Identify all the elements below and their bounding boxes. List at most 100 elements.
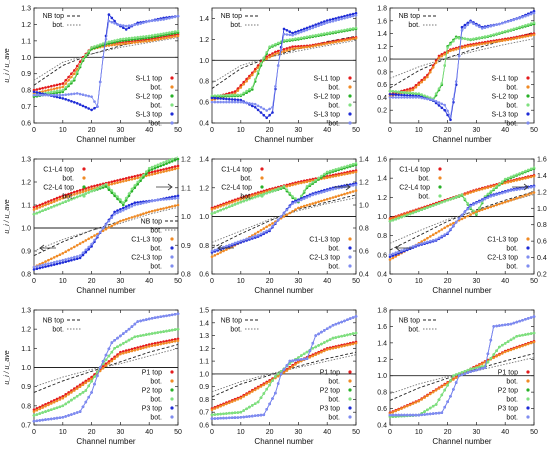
data-point — [391, 254, 395, 257]
data-point — [147, 317, 151, 321]
data-point — [276, 41, 280, 45]
data-point — [524, 24, 527, 27]
data-point — [414, 210, 418, 214]
x-tick-label: 20 — [266, 127, 274, 134]
data-point — [78, 103, 82, 106]
data-point — [340, 39, 343, 43]
data-point — [294, 45, 297, 48]
legend-swatch — [260, 176, 264, 180]
right-arrow-icon — [512, 183, 529, 191]
data-point — [236, 98, 240, 102]
data-point — [331, 175, 335, 178]
data-point — [311, 202, 315, 205]
data-point — [32, 419, 36, 423]
data-point — [176, 312, 180, 316]
data-point — [469, 44, 472, 48]
data-point — [116, 43, 119, 46]
data-point — [391, 252, 395, 256]
data-point — [325, 197, 329, 201]
data-point — [127, 41, 131, 45]
data-point — [437, 87, 441, 90]
data-point — [52, 256, 56, 259]
data-point — [348, 27, 352, 31]
legend-label: NB top — [141, 219, 163, 226]
data-point — [414, 85, 418, 89]
data-point — [469, 213, 472, 216]
data-point — [351, 316, 355, 319]
data-point — [268, 383, 271, 387]
data-point — [446, 109, 449, 113]
data-point — [47, 200, 50, 203]
data-point — [142, 212, 145, 215]
data-point — [213, 207, 217, 210]
data-point — [489, 34, 493, 37]
data-point — [52, 407, 56, 411]
legend-swatch — [82, 185, 86, 189]
data-point — [331, 196, 335, 199]
legend-swatch — [526, 112, 530, 116]
data-point — [110, 216, 114, 219]
data-point — [159, 32, 162, 36]
data-point — [73, 69, 76, 72]
data-point — [305, 35, 309, 39]
data-point — [239, 84, 243, 87]
data-point — [328, 41, 332, 45]
data-point — [472, 369, 475, 373]
data-point — [483, 42, 487, 45]
data-point — [147, 166, 151, 170]
data-point — [219, 94, 222, 97]
data-point — [417, 83, 421, 86]
data-point — [116, 221, 119, 224]
data-point — [116, 197, 119, 201]
data-point — [302, 352, 306, 356]
y-tick-label: 1.4 — [199, 320, 209, 327]
x-tick-label: 30 — [473, 429, 481, 436]
data-point — [348, 317, 352, 320]
data-point — [268, 228, 271, 231]
y-tick-label: 1.2 — [21, 22, 31, 29]
data-point — [515, 335, 518, 338]
data-point — [328, 338, 332, 341]
x-tick-label: 0 — [32, 429, 36, 436]
data-point — [233, 399, 237, 402]
data-point — [403, 413, 406, 417]
x-tick-label: 20 — [444, 429, 452, 436]
data-point — [61, 194, 65, 198]
data-point — [294, 182, 297, 186]
data-point — [70, 100, 73, 103]
data-point — [150, 173, 154, 176]
data-point — [75, 411, 79, 414]
data-point — [394, 413, 398, 417]
data-point — [325, 170, 329, 174]
data-point — [153, 172, 157, 175]
data-point — [104, 353, 108, 357]
data-point — [47, 258, 50, 262]
legend-label: bot. — [418, 194, 430, 201]
data-point — [156, 343, 160, 347]
data-point — [61, 416, 65, 419]
data-point — [354, 14, 358, 17]
data-point — [156, 331, 160, 334]
data-point — [84, 239, 88, 242]
data-point — [119, 352, 122, 356]
data-point — [35, 407, 39, 410]
y-tick-label: 0.8 — [377, 69, 387, 76]
data-point — [239, 93, 243, 97]
data-point — [328, 18, 332, 22]
data-point — [294, 363, 297, 366]
left-arrow-icon — [217, 244, 234, 252]
data-point — [271, 222, 274, 225]
data-point — [411, 402, 415, 405]
data-point — [98, 366, 102, 369]
legend-swatch — [260, 194, 264, 198]
data-point — [145, 344, 148, 347]
y-right-tick-label: 1.2 — [359, 180, 369, 187]
data-point — [101, 367, 105, 370]
data-point — [406, 96, 409, 99]
data-point — [282, 371, 286, 374]
data-point — [331, 324, 335, 327]
data-point — [300, 354, 303, 357]
data-point — [153, 344, 157, 347]
data-point — [320, 43, 323, 46]
data-point — [463, 26, 467, 29]
